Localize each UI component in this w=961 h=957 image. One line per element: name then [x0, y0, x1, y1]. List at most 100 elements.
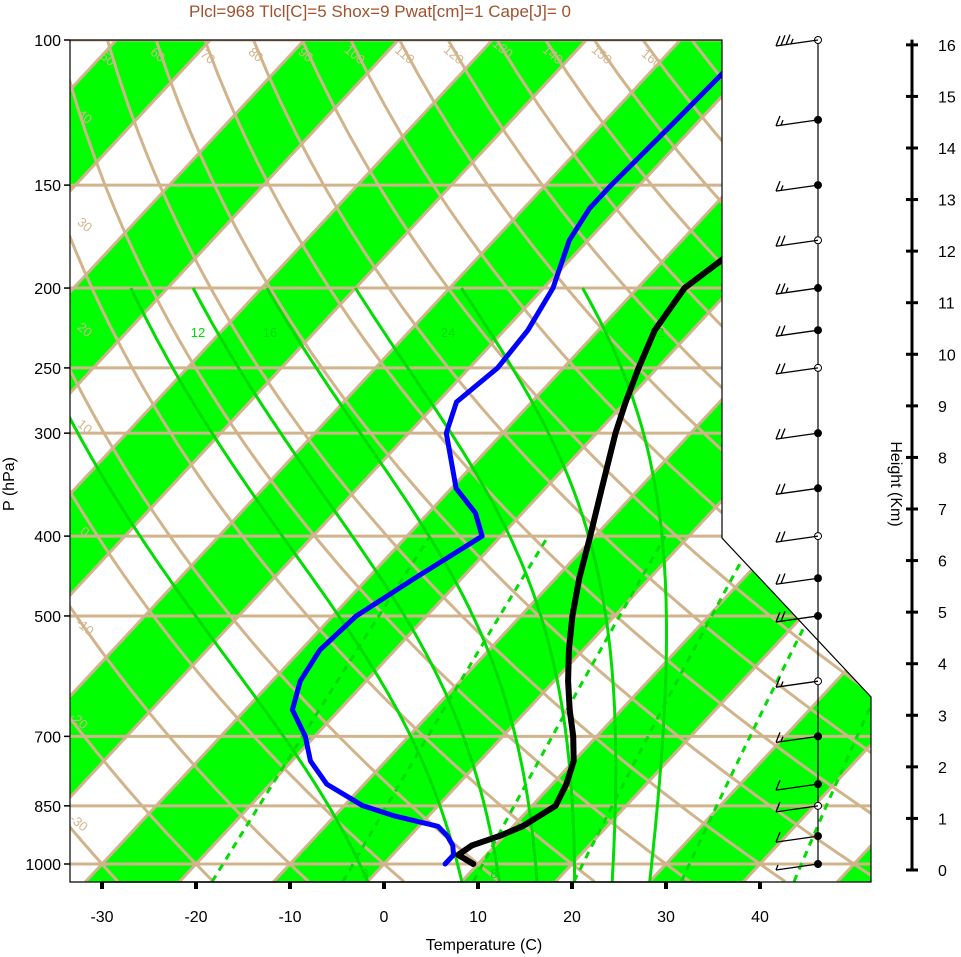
plot-area: 50 60 70 80 90 100 110 120 130 140 150 160403030202… — [70, 40, 871, 882]
wind-barb-shaft — [775, 487, 819, 495]
height-axis-label: Height (Km) — [887, 441, 904, 526]
temperature-tick-label: 0 — [380, 909, 389, 926]
height-tick-label: 3 — [938, 708, 947, 725]
isotherm-line — [70, 40, 306, 882]
wind-barb-half-flag — [780, 119, 784, 126]
dewpoint-line — [289, 40, 758, 867]
height-tick-label: 2 — [938, 760, 947, 777]
height-tick-label: 16 — [938, 38, 956, 55]
wind-barb-flag — [785, 34, 791, 45]
wind-barb-shaft — [775, 863, 819, 871]
temperature-tick-label: -20 — [184, 909, 207, 926]
wind-barbs — [775, 34, 822, 871]
wind-barb-flag — [775, 428, 781, 440]
wind-barb-flag — [775, 236, 781, 247]
wind-barb-flag — [775, 363, 781, 375]
pressure-tick-label: 300 — [34, 426, 61, 443]
wind-barb-shaft — [775, 835, 819, 843]
mixing-ratio-line — [341, 535, 550, 882]
pressure-tick-label: 700 — [34, 729, 61, 746]
wind-barb-flag — [775, 35, 781, 47]
wind-barb-shaft — [775, 680, 819, 688]
height-tick-label: 9 — [938, 399, 947, 416]
wind-barb-flag — [780, 362, 786, 374]
isotherm-label: 0 — [730, 460, 745, 476]
pressure-tick-label: 250 — [34, 361, 61, 378]
wind-barb-flag — [775, 801, 781, 813]
wind-barb-half-flag — [780, 185, 784, 191]
temperature-tick-label: 30 — [657, 909, 675, 926]
wind-barb-flag — [780, 611, 786, 622]
isotherm-label: 30 — [850, 648, 871, 669]
wind-barb-shaft — [775, 783, 819, 791]
height-tick-label: 6 — [938, 554, 947, 571]
mixing-ratio-label: 12 — [191, 325, 205, 340]
isotherm-label: 30 — [731, 124, 752, 145]
height-tick-label: 0 — [938, 863, 947, 880]
wind-barb-half-flag — [790, 38, 794, 45]
pressure-tick-label: 150 — [34, 178, 61, 195]
wind-barb-shaft — [775, 367, 819, 375]
temperature-tick-label: -10 — [278, 909, 301, 926]
wind-barb-shaft — [775, 432, 819, 440]
height-tick-label: 5 — [938, 605, 947, 622]
wind-barb-flag — [780, 531, 786, 542]
moist-adiabat-line — [70, 287, 370, 882]
wind-barb-shaft — [775, 805, 819, 813]
dry-adiabat-line — [252, 40, 871, 882]
dry-adiabat-line — [300, 40, 871, 882]
wind-barb-shaft — [775, 615, 819, 623]
isotherm-line — [70, 40, 212, 882]
wind-barb-shaft — [775, 535, 819, 543]
moist-adiabat-lines — [70, 287, 668, 882]
isotherm-label: 10 — [731, 344, 752, 365]
height-tick-label: 7 — [938, 502, 947, 519]
mixing-ratio-label: 16 — [263, 325, 277, 340]
wind-barb-half-flag — [775, 864, 779, 871]
dry-adiabat-line — [70, 40, 596, 882]
isotherm-line — [70, 40, 494, 882]
chart-title: Plcl=968 Tlcl[C]=5 Shox=9 Pwat[cm]=1 Cap… — [189, 2, 571, 21]
temperature-tick-label: 10 — [469, 909, 487, 926]
temperature-tick-label: -30 — [90, 909, 113, 926]
height-tick-label: 11 — [938, 296, 955, 313]
mixing-ratio-labels: 12 16 24 323 8 — [191, 325, 664, 881]
wind-barb-flag — [780, 483, 786, 494]
mixing-ratio-line — [792, 535, 871, 882]
wind-barb-shaft — [775, 329, 819, 337]
wind-barb-flag — [775, 779, 781, 791]
wind-barb-flag — [775, 283, 781, 295]
height-tick-label: 15 — [938, 89, 956, 106]
pressure-axis: 100 150 200 250 300 400 500 700 850 1000 — [25, 33, 70, 874]
moist-adiabat-line — [191, 287, 501, 882]
pressure-tick-label: 850 — [34, 799, 61, 816]
temperature-axis: -30 -20 -10 0 10 20 30 40 — [90, 881, 769, 926]
moist-adiabat-line — [129, 287, 464, 882]
height-tick-label: 14 — [938, 141, 956, 158]
pressure-tick-label: 500 — [34, 609, 61, 626]
height-tick-label: 1 — [938, 811, 947, 828]
y-axis-label: P (hPa) — [1, 457, 18, 511]
isotherm-line — [70, 40, 776, 882]
isotherm-band — [273, 40, 871, 882]
wind-barb-shaft — [775, 184, 819, 192]
wind-barb-shaft — [775, 287, 819, 295]
mixing-ratio-line — [472, 535, 667, 882]
wind-barb-half-flag — [780, 681, 784, 687]
wind-barb-shaft — [775, 39, 819, 47]
moist-adiabat-line — [460, 287, 618, 882]
wind-barb-flag — [780, 573, 786, 584]
wind-barb-flag — [780, 325, 786, 336]
wind-barb-flag — [775, 325, 781, 337]
isotherm-band — [70, 40, 587, 882]
wind-barb-half-flag — [780, 736, 784, 742]
mixing-ratio-label: 24 — [441, 325, 455, 340]
wind-barb-half-flag — [785, 287, 789, 293]
dry-adiabat-line — [154, 40, 871, 882]
dry-adiabat-line — [349, 40, 871, 882]
isotherm-band — [70, 40, 399, 882]
height-tick-label: 13 — [938, 193, 956, 210]
mixing-ratio-line — [572, 535, 757, 882]
